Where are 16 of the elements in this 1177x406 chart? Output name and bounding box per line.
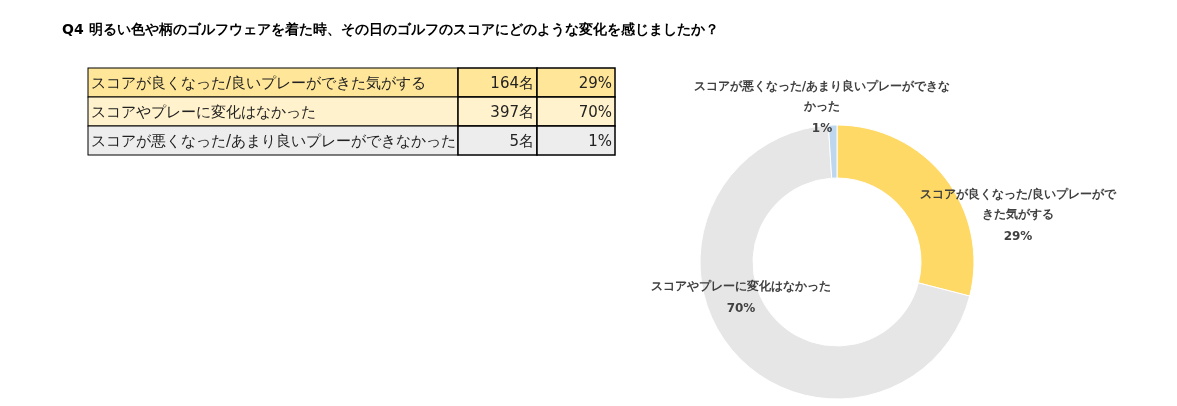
text: 164名 [490,74,534,92]
slice-label: スコアが悪くなった/あまり良いプレーができなかった [693,79,951,113]
text: 1% [588,132,612,150]
data-label: 1% [811,121,833,135]
data-label: 29% [1003,229,1033,243]
text: 397名 [490,103,534,121]
text: 70% [578,103,612,121]
category-label: スコアが悪くなった/あまり良いプレーができなかった [91,132,457,150]
slice-label: スコアやプレーに変化はなかった [651,279,831,293]
category-label: スコアやプレーに変化はなかった [91,103,316,121]
text: 5名 [509,132,534,150]
text: 29% [578,74,612,92]
text: Q4 明るい色や柄のゴルフウェアを着た時、その日のゴルフのスコアにどのような変化を感じましたか？ [62,21,719,38]
slice-label: スコアが良くなった/良いプレーができた気がする [919,187,1118,221]
category-label: スコアが良くなった/良いプレーができた気がする [91,74,427,92]
data-label: 70% [726,301,756,315]
